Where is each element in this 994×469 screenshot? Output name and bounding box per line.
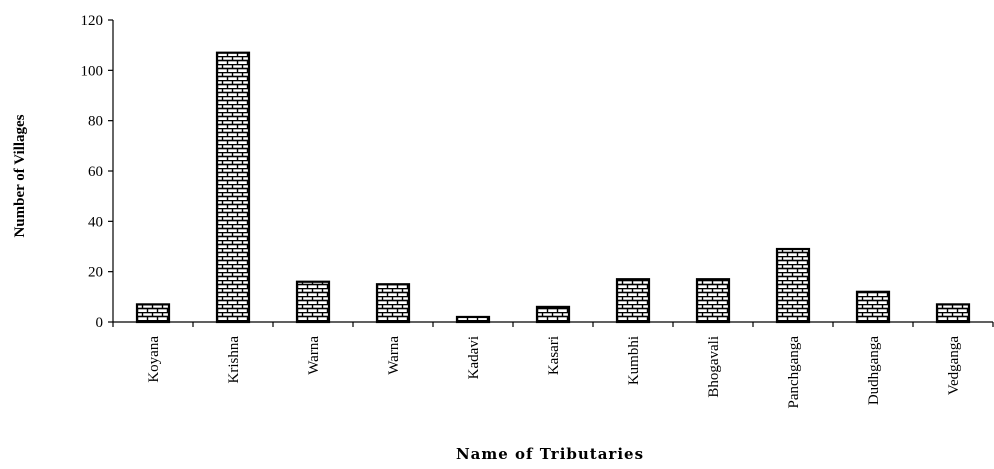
bar [855, 290, 891, 324]
x-category-label: Warna [386, 336, 402, 375]
x-category-label: Kadavi [466, 336, 482, 379]
x-category-label: Koyana [146, 336, 162, 383]
y-axis-title: Number of Villages [12, 114, 28, 237]
x-category-label: Kasari [546, 336, 562, 375]
bars [135, 51, 971, 324]
x-category-label: Dudhganga [866, 336, 882, 405]
y-tick-label: 20 [88, 265, 103, 281]
bar [695, 278, 731, 324]
y-axis-ticks: 0 20 40 60 80 100 120 [81, 13, 113, 331]
bar [935, 303, 971, 324]
y-tick-label: 80 [88, 114, 103, 130]
y-tick-label: 0 [96, 315, 104, 331]
bar [295, 280, 331, 324]
x-category-label: Kumbhi [626, 336, 642, 385]
x-axis-ticks [112, 322, 994, 327]
x-category-label: Krishna [226, 336, 242, 384]
x-axis-category-labels: Koyana Krishna Warna Warna Kadavi Kasari Kumbh… [146, 336, 962, 409]
bar [535, 305, 571, 324]
y-tick-label: 40 [88, 214, 103, 230]
y-tick-label: 100 [81, 63, 104, 79]
y-tick-label: 60 [88, 164, 103, 180]
x-category-label: Panchganga [786, 336, 802, 409]
x-category-label: Vedganga [946, 336, 962, 395]
x-category-label: Warna [306, 336, 322, 375]
bar [135, 303, 171, 324]
y-tick-label: 120 [81, 13, 104, 29]
x-category-label: Bhogavali [706, 336, 722, 398]
bar [615, 278, 651, 324]
bar [455, 315, 491, 324]
bar [775, 247, 811, 324]
x-axis-title: Name of Tributaries [456, 445, 644, 463]
bar [215, 51, 251, 324]
bar [375, 283, 411, 324]
